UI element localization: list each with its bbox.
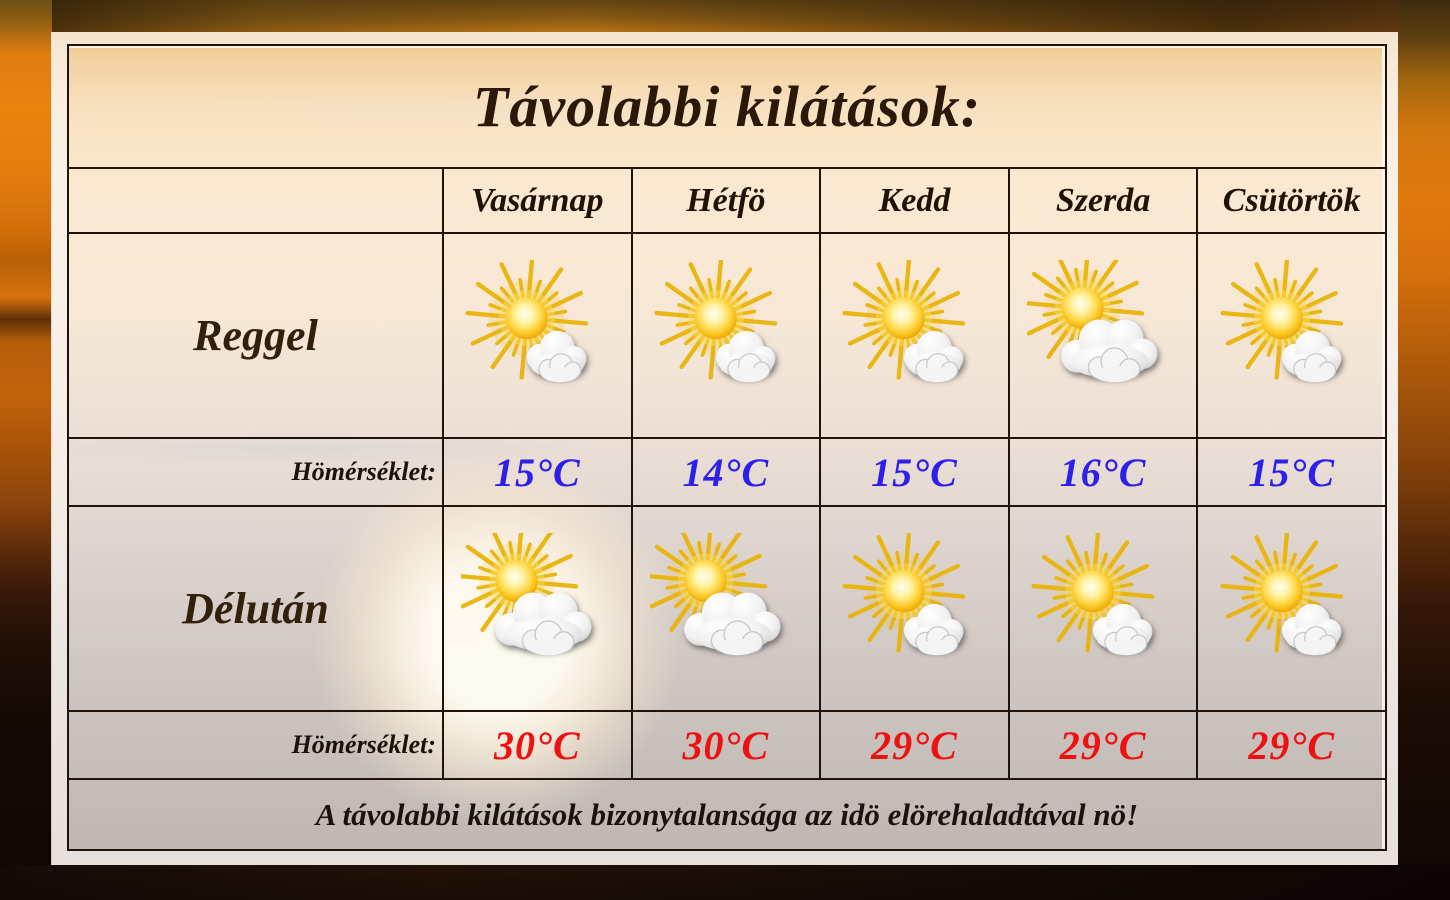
morning-temp-cell: 15°C [1196, 437, 1385, 505]
afternoon-temp-cell: 30°C [630, 710, 820, 778]
weather-icon [461, 533, 613, 685]
afternoon-temp-cell: 29°C [819, 710, 1008, 778]
dark-horizon-bottom [0, 865, 1450, 900]
forecast-table: Távolabbi kilátások: Vasárnap Hétfö Kedd… [67, 44, 1387, 851]
corner-empty-cell [69, 167, 442, 232]
morning-temp-value: 14°C [682, 449, 770, 495]
morning-temp-value: 15°C [1248, 449, 1336, 495]
day-header: Csütörtök [1196, 167, 1385, 232]
footer-note-cell: A távolabbi kilátások bizonytalansága az… [69, 778, 1385, 849]
afternoon-temp-value: 30°C [493, 722, 581, 768]
morning-temp-value: 15°C [493, 449, 581, 495]
weather-icon-cell [442, 505, 631, 710]
morning-temp-cell: 14°C [630, 437, 820, 505]
morning-temp-value: 15°C [871, 449, 958, 495]
sunset-glow-left [0, 0, 52, 900]
afternoon-temp-cell: 29°C [1007, 710, 1197, 778]
morning-temp-label-cell: Hömérséklet: [69, 437, 442, 505]
page-title: Távolabbi kilátások: [472, 74, 982, 139]
temperature-label: Hömérséklet: [291, 730, 436, 759]
weather-icon [650, 533, 802, 685]
weather-icon-cell [819, 232, 1008, 437]
weather-icon-cell [442, 232, 631, 437]
day-label: Kedd [878, 181, 951, 219]
day-header: Kedd [819, 167, 1008, 232]
weather-icon-cell [1196, 505, 1385, 710]
morning-row-label: Reggel [193, 311, 318, 360]
afternoon-temp-value: 29°C [1059, 722, 1147, 768]
weather-icon-cell [1007, 505, 1197, 710]
weather-icon [1027, 260, 1179, 412]
day-header: Vasárnap [442, 167, 631, 232]
sunset-clouds-top [0, 0, 1450, 32]
weather-icon-cell [1007, 232, 1197, 437]
morning-temp-cell: 15°C [442, 437, 631, 505]
weather-icon [1216, 533, 1368, 685]
weather-icon-cell [819, 505, 1008, 710]
weather-icon [461, 260, 613, 412]
afternoon-row-label: Délután [182, 584, 329, 633]
day-label: Hétfö [686, 181, 766, 219]
weather-icon-cell [1196, 232, 1385, 437]
morning-temp-value: 16°C [1059, 449, 1147, 495]
footer-note: A távolabbi kilátások bizonytalansága az… [315, 796, 1139, 832]
afternoon-temp-label-cell: Hömérséklet: [69, 710, 442, 778]
weather-icon [838, 533, 990, 685]
afternoon-temp-value: 30°C [682, 722, 770, 768]
day-label: Vasárnap [471, 181, 604, 219]
afternoon-temp-value: 29°C [871, 722, 958, 768]
title-cell: Távolabbi kilátások: [69, 46, 1385, 167]
afternoon-temp-cell: 29°C [1196, 710, 1385, 778]
afternoon-row-label-cell: Délután [69, 505, 442, 710]
weather-icon [1027, 533, 1179, 685]
afternoon-temp-cell: 30°C [442, 710, 631, 778]
weather-icon-cell [630, 505, 820, 710]
morning-temp-cell: 15°C [819, 437, 1008, 505]
day-label: Csütörtök [1222, 181, 1361, 219]
sunset-glow-right [1398, 0, 1450, 900]
weather-icon [650, 260, 802, 412]
day-label: Szerda [1055, 181, 1151, 219]
morning-row-label-cell: Reggel [69, 232, 442, 437]
day-header: Szerda [1007, 167, 1197, 232]
weather-icon-cell [630, 232, 820, 437]
weather-icon [1216, 260, 1368, 412]
afternoon-temp-value: 29°C [1248, 722, 1336, 768]
morning-temp-cell: 16°C [1007, 437, 1197, 505]
day-header: Hétfö [630, 167, 820, 232]
temperature-label: Hömérséklet: [291, 457, 436, 486]
weather-icon [838, 260, 990, 412]
